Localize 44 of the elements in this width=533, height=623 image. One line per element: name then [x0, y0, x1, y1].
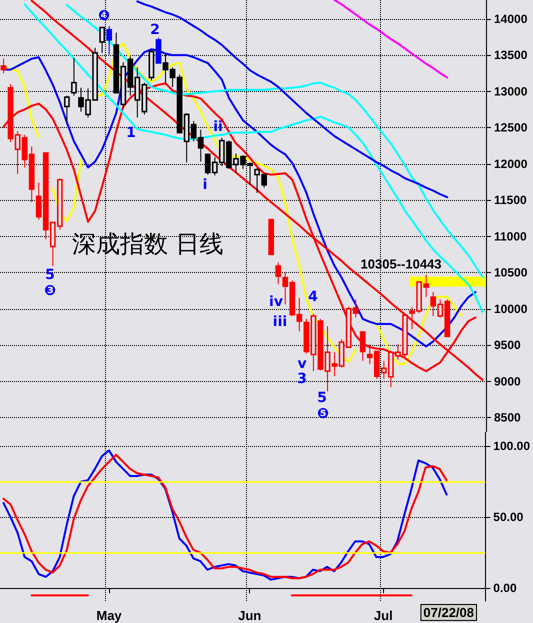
y-tick-label: 14000 — [494, 12, 528, 26]
y-tick-label: 8500 — [494, 410, 522, 425]
line-series — [24, 3, 484, 313]
annotation: i — [202, 177, 208, 193]
band-label: 10305--10443 — [360, 256, 442, 272]
y-tick-label: 13500 — [494, 48, 528, 62]
annotation: iii — [272, 314, 288, 330]
y-tick-label: 11500 — [494, 193, 528, 208]
candlestick — [64, 95, 70, 123]
text: 深成指数 日线 — [72, 230, 224, 258]
y-tick-label: 10500 — [494, 266, 528, 280]
annotation: ii — [213, 119, 223, 135]
y-tick-label: 10000 — [494, 302, 528, 316]
annotation: 5 — [45, 267, 55, 283]
y-tick-label: 9500 — [494, 338, 522, 352]
y-tick-label: 100.00 — [493, 439, 530, 454]
x-tick-label: Jun — [238, 608, 262, 623]
annotation: v — [297, 356, 307, 372]
y-tick-label: 0.00 — [493, 581, 517, 596]
y-tick-label: 11000 — [494, 229, 528, 244]
annotation: 2 — [150, 22, 160, 38]
annotation: iv — [269, 294, 283, 310]
line-series — [66, 4, 484, 278]
x-tick-label: May — [96, 608, 122, 623]
candlestick — [360, 330, 366, 362]
annotation: 4 — [308, 289, 318, 305]
candlestick — [275, 262, 282, 285]
line-series — [136, 0, 448, 198]
text: 07/22/08 — [423, 605, 474, 620]
annotation: ❹ — [98, 8, 110, 24]
annotation: ❸ — [44, 283, 56, 299]
annotation: 5 — [317, 390, 327, 406]
candlestick — [106, 26, 112, 55]
annotation: 1 — [126, 125, 136, 141]
line-series — [334, 0, 448, 79]
y-tick-label: 13000 — [494, 84, 528, 98]
y-tick-label: 12500 — [494, 120, 528, 135]
y-tick-label: 9000 — [494, 374, 522, 388]
x-tick-label: Jul — [374, 608, 393, 623]
y-tick-label: 50.00 — [493, 510, 524, 524]
candlestick — [0, 58, 6, 74]
y-tick-label: 12000 — [494, 156, 528, 171]
annotation: 3 — [297, 371, 307, 387]
annotation: ❺ — [317, 406, 330, 422]
